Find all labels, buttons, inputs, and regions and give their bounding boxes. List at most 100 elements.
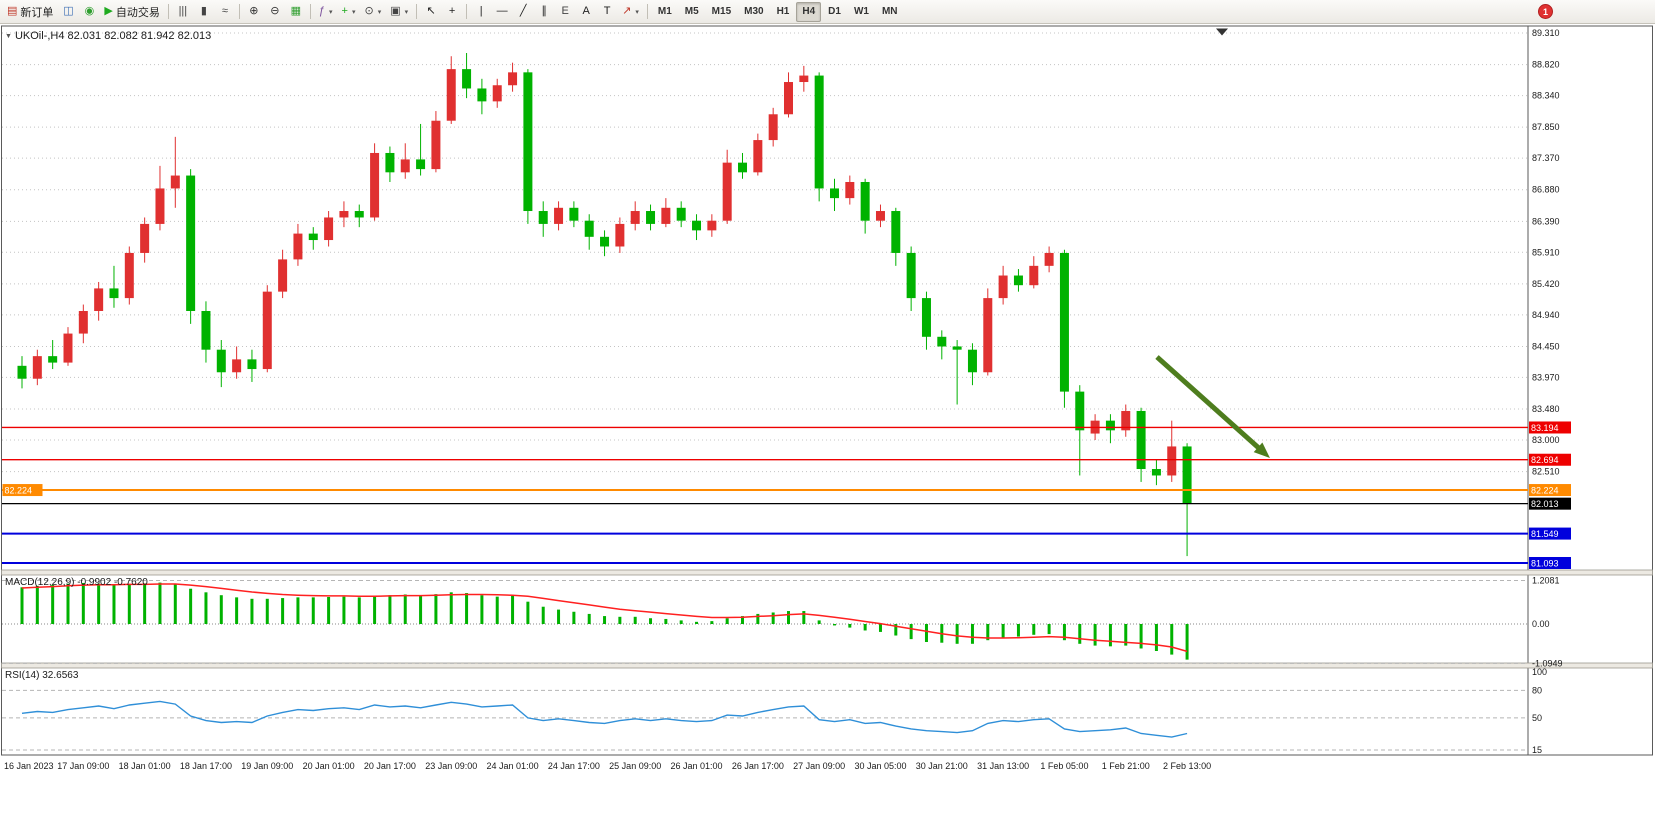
chevron-down-icon: ▾ <box>351 8 356 16</box>
svg-text:24 Jan 17:00: 24 Jan 17:00 <box>548 761 600 771</box>
time-axis[interactable] <box>0 755 1655 777</box>
svg-text:1 Feb 05:00: 1 Feb 05:00 <box>1040 761 1088 771</box>
toolbar-separator <box>646 4 648 19</box>
candlestick-chart-button[interactable]: ▮ <box>194 2 214 22</box>
svg-text:19 Jan 09:00: 19 Jan 09:00 <box>241 761 293 771</box>
svg-text:82.013: 82.013 <box>1531 499 1559 509</box>
chevron-down-icon: ▾ <box>377 8 382 16</box>
svg-text:31 Jan 13:00: 31 Jan 13:00 <box>977 761 1029 771</box>
add-chart-button[interactable]: + ▾ <box>338 2 360 22</box>
timeframe-h1[interactable]: H1 <box>771 2 796 22</box>
rsi-panel[interactable] <box>0 668 1528 755</box>
svg-text:81.093: 81.093 <box>1531 558 1559 568</box>
svg-text:1 Feb 21:00: 1 Feb 21:00 <box>1102 761 1150 771</box>
svg-text:50: 50 <box>1532 713 1542 723</box>
svg-text:17 Jan 09:00: 17 Jan 09:00 <box>57 761 109 771</box>
templates-button[interactable]: ▣ ▾ <box>386 2 412 22</box>
toolbar-separator <box>466 4 468 19</box>
symbol-title: ▼ UKOil-,H4 82.031 82.082 81.942 82.013 <box>5 30 211 42</box>
horizontal-line-button[interactable]: — <box>492 2 512 22</box>
svg-text:1.2081: 1.2081 <box>1532 576 1560 586</box>
svg-text:26 Jan 17:00: 26 Jan 17:00 <box>732 761 784 771</box>
vertical-line-icon: | <box>479 5 483 17</box>
svg-text:18 Jan 17:00: 18 Jan 17:00 <box>180 761 232 771</box>
timeframe-m5[interactable]: M5 <box>679 2 705 22</box>
svg-text:86.880: 86.880 <box>1532 185 1560 195</box>
svg-text:83.480: 83.480 <box>1532 404 1560 414</box>
bar-chart-icon: ||| <box>178 5 188 17</box>
svg-text:18 Jan 01:00: 18 Jan 01:00 <box>119 761 171 771</box>
line-chart-button[interactable]: ≈ <box>215 2 235 22</box>
market-watch-button[interactable]: ◉ <box>79 2 99 22</box>
svg-text:82.694: 82.694 <box>1531 455 1559 465</box>
trendline-icon: ╱ <box>519 5 527 17</box>
timeframe-d1[interactable]: D1 <box>822 2 847 22</box>
indicators-icon: ƒ <box>318 5 325 17</box>
svg-text:85.420: 85.420 <box>1532 279 1560 289</box>
button-label: 新订单 <box>20 6 54 19</box>
main-chart-area[interactable] <box>0 26 1528 570</box>
svg-text:88.340: 88.340 <box>1532 91 1560 101</box>
periods-button[interactable]: ⊙ ▾ <box>360 2 385 22</box>
auto-trading-button[interactable]: ▶ 自动交易 <box>100 2 163 22</box>
text-label-button[interactable]: T <box>597 2 617 22</box>
arrow-object-icon: ↗ <box>622 5 632 17</box>
zoom-in-button[interactable]: ⊕ <box>244 2 264 22</box>
chart-window-icon: ◫ <box>63 5 74 17</box>
svg-text:20 Jan 01:00: 20 Jan 01:00 <box>303 761 355 771</box>
price-axis[interactable] <box>1528 26 1655 755</box>
tile-windows-icon: ▦ <box>290 5 302 17</box>
indicators-button[interactable]: ƒ ▾ <box>315 2 337 22</box>
arrows-button[interactable]: ↗ ▾ <box>618 2 643 22</box>
timeframe-w1[interactable]: W1 <box>848 2 875 22</box>
macd-panel[interactable] <box>0 575 1528 663</box>
svg-text:26 Jan 01:00: 26 Jan 01:00 <box>670 761 722 771</box>
candlestick-icon: ▮ <box>200 5 207 17</box>
timeframe-m1[interactable]: M1 <box>652 2 678 22</box>
crosshair-button[interactable]: + <box>442 2 462 22</box>
text-button[interactable]: A <box>576 2 596 22</box>
new-order-button[interactable]: ▤ 新订单 <box>3 2 57 22</box>
chevron-down-icon: ▾ <box>635 8 639 16</box>
svg-text:-1.0949: -1.0949 <box>1532 658 1563 668</box>
svg-text:30 Jan 21:00: 30 Jan 21:00 <box>916 761 968 771</box>
svg-text:83.970: 83.970 <box>1532 372 1560 382</box>
chevron-down-icon: ▾ <box>404 8 409 16</box>
zoom-in-icon: ⊕ <box>249 5 259 17</box>
new-order-icon: ▤ <box>7 5 18 17</box>
clock-icon: ⊙ <box>364 5 374 17</box>
timeframe-h4[interactable]: H4 <box>796 1 822 22</box>
bar-chart-button[interactable]: ||| <box>173 2 193 22</box>
equidistant-channel-button[interactable]: E <box>555 2 575 22</box>
svg-text:30 Jan 05:00: 30 Jan 05:00 <box>854 761 906 771</box>
vertical-line-button[interactable]: | <box>471 2 491 22</box>
svg-text:2 Feb 13:00: 2 Feb 13:00 <box>1163 761 1211 771</box>
svg-text:82.224: 82.224 <box>5 486 33 496</box>
timeframe-m30[interactable]: M30 <box>738 2 769 22</box>
svg-text:89.310: 89.310 <box>1532 28 1560 38</box>
template-icon: ▣ <box>390 5 401 17</box>
zoom-out-button[interactable]: ⊖ <box>265 2 285 22</box>
chart-menu-icon[interactable]: ▼ <box>5 32 12 40</box>
cursor-button[interactable]: ↖ <box>421 2 441 22</box>
svg-text:85.910: 85.910 <box>1532 247 1560 257</box>
timeframe-mn[interactable]: MN <box>876 2 904 22</box>
svg-text:84.450: 84.450 <box>1532 341 1560 351</box>
auto-trading-icon: ▶ <box>104 5 113 17</box>
svg-text:24 Jan 01:00: 24 Jan 01:00 <box>487 761 539 771</box>
crosshair-icon: + <box>448 5 456 17</box>
svg-text:84.940: 84.940 <box>1532 310 1560 320</box>
svg-text:15: 15 <box>1532 745 1542 755</box>
tile-windows-button[interactable]: ▦ <box>286 2 306 22</box>
notification-badge[interactable]: 1 <box>1538 4 1553 19</box>
chart-window-button[interactable]: ◫ <box>58 2 78 22</box>
trendline-button[interactable]: ╱ <box>513 2 533 22</box>
svg-text:88.820: 88.820 <box>1532 60 1560 70</box>
timeframe-m15[interactable]: M15 <box>706 2 737 22</box>
svg-text:16 Jan 2023: 16 Jan 2023 <box>4 761 54 771</box>
cursor-icon: ↖ <box>426 5 436 17</box>
market-watch-icon: ◉ <box>84 5 95 17</box>
horizontal-line-icon: — <box>496 5 508 17</box>
toolbar-separator <box>238 4 240 19</box>
channel-button[interactable]: ∥ <box>534 2 554 22</box>
